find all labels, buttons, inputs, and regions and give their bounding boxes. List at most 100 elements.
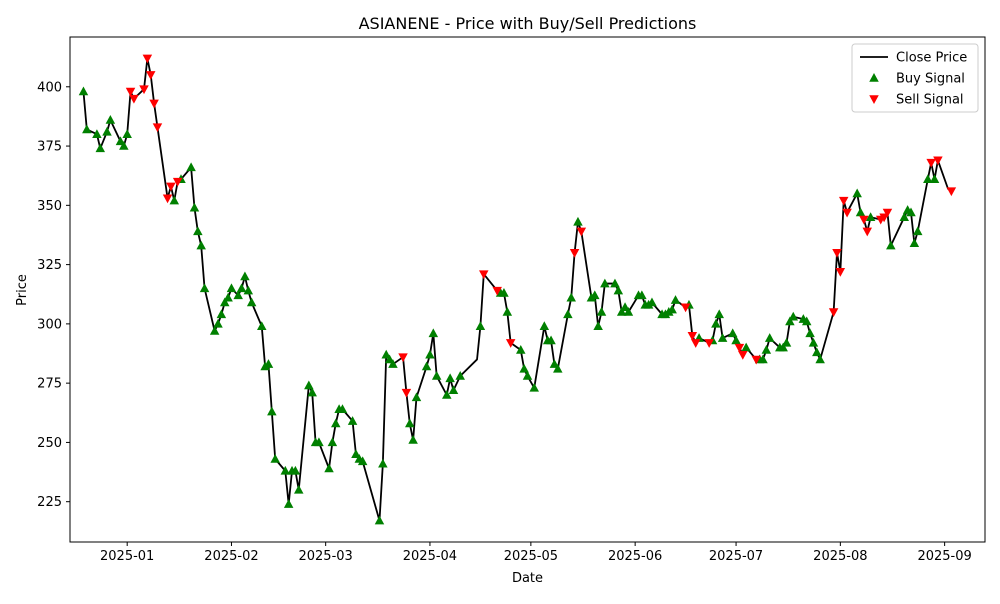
buy-signal-marker	[865, 212, 876, 221]
buy-signal-marker	[196, 240, 206, 250]
legend-swatch-buy	[869, 73, 879, 82]
sell-signal-marker	[690, 339, 701, 348]
buy-signal-marker	[731, 335, 741, 345]
buy-signal-marker	[912, 226, 923, 236]
buy-signal-marker	[209, 325, 220, 335]
sell-signal-marker	[838, 196, 849, 206]
sell-signal-marker	[734, 343, 745, 353]
buy-signal-marker	[226, 283, 237, 293]
buy-signal-marker	[448, 385, 459, 395]
buy-signal-marker	[647, 297, 657, 307]
buy-signal-marker	[233, 290, 243, 300]
buy-signal-marker	[193, 226, 203, 236]
buy-signal-marker	[613, 285, 624, 295]
y-tick-label: 250	[37, 436, 62, 451]
y-axis-label: Price	[15, 274, 30, 306]
buy-signal-marker	[102, 126, 112, 136]
buy-signal-marker	[923, 174, 933, 184]
sell-signal-marker	[751, 355, 761, 365]
buy-signal-marker	[758, 354, 768, 364]
buy-signal-marker	[711, 318, 721, 328]
buy-signal-marker	[246, 297, 257, 307]
sell-signal-marker	[842, 208, 852, 218]
buy-signal-marker	[899, 212, 910, 221]
buy-signal-marker	[785, 316, 795, 326]
buy-signal-marker	[502, 307, 513, 316]
buy-signal-marker	[455, 371, 465, 380]
buy-signal-marker	[280, 465, 291, 475]
buy-signal-marker	[815, 354, 825, 364]
buy-signal-marker	[909, 238, 920, 248]
sell-signal-marker	[172, 177, 183, 187]
buy-signal-marker	[805, 328, 815, 338]
buy-signal-marker	[347, 416, 358, 425]
buy-signal-marker	[600, 278, 610, 288]
buy-signal-marker	[761, 344, 772, 354]
x-tick-label: 2025-04	[403, 549, 457, 564]
sell-signal-marker	[145, 71, 156, 80]
buy-signal-marker	[351, 449, 361, 459]
buy-signal-marker	[519, 363, 529, 373]
sell-signal-marker	[492, 286, 502, 296]
buy-signal-marker	[549, 359, 560, 368]
y-tick-label: 300	[37, 317, 62, 332]
sell-signal-marker	[569, 249, 580, 258]
buy-signal-marker	[381, 349, 391, 359]
buy-signal-marker	[637, 290, 647, 300]
legend-swatch-sell	[869, 95, 879, 104]
sell-signal-marker	[862, 227, 873, 237]
sell-signal-marker	[401, 388, 412, 398]
buy-signal-marker	[764, 333, 775, 342]
buy-signal-marker	[105, 114, 116, 124]
buy-signal-marker	[384, 354, 395, 364]
x-tick-label: 2025-07	[709, 549, 763, 564]
sell-signal-marker	[704, 339, 714, 348]
buy-signal-marker	[553, 363, 563, 373]
buy-signal-marker	[92, 129, 102, 138]
sell-signal-marker	[946, 187, 957, 197]
x-tick-label: 2025-08	[813, 549, 867, 564]
sell-signal-marker	[149, 99, 159, 109]
legend-box	[851, 43, 979, 113]
sell-signal-marker	[139, 85, 149, 95]
sell-signal-marker	[152, 123, 163, 133]
buy-signal-marker	[405, 418, 415, 428]
buy-signal-marker	[213, 318, 223, 328]
legend-label: Sell Signal	[896, 93, 964, 108]
buy-signal-marker	[499, 288, 509, 297]
buy-signal-marker	[337, 404, 348, 413]
buy-signal-marker	[219, 297, 230, 307]
buy-signal-marker	[620, 302, 630, 312]
buy-signal-marker	[667, 304, 677, 314]
legend-label: Buy Signal	[896, 72, 965, 87]
sell-signal-marker	[479, 270, 489, 280]
sell-signal-marker	[680, 303, 691, 313]
buy-signal-marker	[593, 321, 603, 330]
buy-signal-marker	[267, 406, 277, 416]
sell-signal-marker	[926, 158, 936, 168]
buy-signal-marker	[428, 328, 439, 338]
buy-signal-marker	[727, 328, 738, 338]
sell-signal-marker	[129, 94, 139, 104]
buy-signal-marker	[425, 349, 435, 359]
buy-signal-marker	[256, 321, 267, 330]
buy-signal-marker	[886, 240, 896, 250]
sell-signal-marker	[687, 331, 698, 341]
y-tick-label: 400	[37, 80, 62, 95]
buy-signal-marker	[596, 307, 607, 316]
legend-label: Close Price	[896, 51, 967, 66]
buy-signal-marker	[324, 463, 334, 473]
x-axis-label: Date	[512, 571, 543, 586]
buy-signal-marker	[516, 344, 526, 354]
buy-signal-marker	[546, 335, 556, 345]
buy-signal-marker	[294, 484, 304, 494]
sell-signal-marker	[738, 350, 748, 360]
buy-signal-marker	[408, 435, 418, 444]
sell-signal-marker	[125, 87, 136, 97]
y-tick-label: 350	[37, 199, 62, 214]
buy-signal-marker	[270, 454, 280, 463]
chart-title: ASIANENE - Price with Buy/Sell Predictio…	[359, 14, 697, 33]
buy-signal-marker	[189, 202, 200, 212]
